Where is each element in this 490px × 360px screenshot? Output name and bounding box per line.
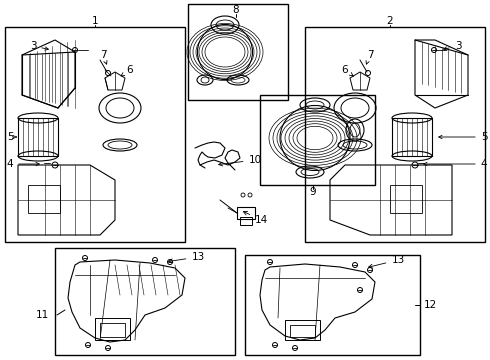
- Text: 11: 11: [35, 310, 49, 320]
- Bar: [100, 323, 125, 337]
- Bar: [188, 4, 288, 100]
- Bar: [55, 248, 235, 355]
- Text: 8: 8: [233, 5, 239, 15]
- Text: 2: 2: [387, 16, 393, 26]
- Text: 7: 7: [366, 50, 373, 64]
- Bar: [390, 185, 422, 213]
- Text: 13: 13: [169, 252, 205, 263]
- Text: 1: 1: [92, 16, 98, 26]
- Bar: [305, 27, 485, 242]
- Bar: [392, 118, 432, 156]
- Bar: [285, 320, 320, 340]
- Bar: [237, 207, 255, 219]
- Text: 14: 14: [244, 211, 268, 225]
- Bar: [290, 325, 315, 337]
- Text: 9: 9: [310, 187, 317, 197]
- Text: 10: 10: [219, 155, 262, 166]
- Bar: [5, 27, 185, 242]
- Text: 12: 12: [423, 300, 437, 310]
- Text: 3: 3: [30, 41, 49, 51]
- Bar: [18, 118, 58, 156]
- Text: 13: 13: [368, 255, 405, 268]
- Bar: [95, 318, 130, 340]
- Text: 3: 3: [443, 41, 461, 51]
- Text: 5: 5: [439, 132, 488, 142]
- Bar: [240, 217, 252, 225]
- Text: 6: 6: [121, 65, 133, 76]
- Bar: [260, 95, 375, 185]
- Text: 6: 6: [342, 65, 353, 76]
- Text: 4: 4: [7, 159, 39, 169]
- Bar: [245, 255, 420, 355]
- Bar: [28, 185, 60, 213]
- Text: 7: 7: [99, 50, 107, 64]
- Text: 4: 4: [424, 159, 488, 169]
- Text: 5: 5: [7, 132, 16, 142]
